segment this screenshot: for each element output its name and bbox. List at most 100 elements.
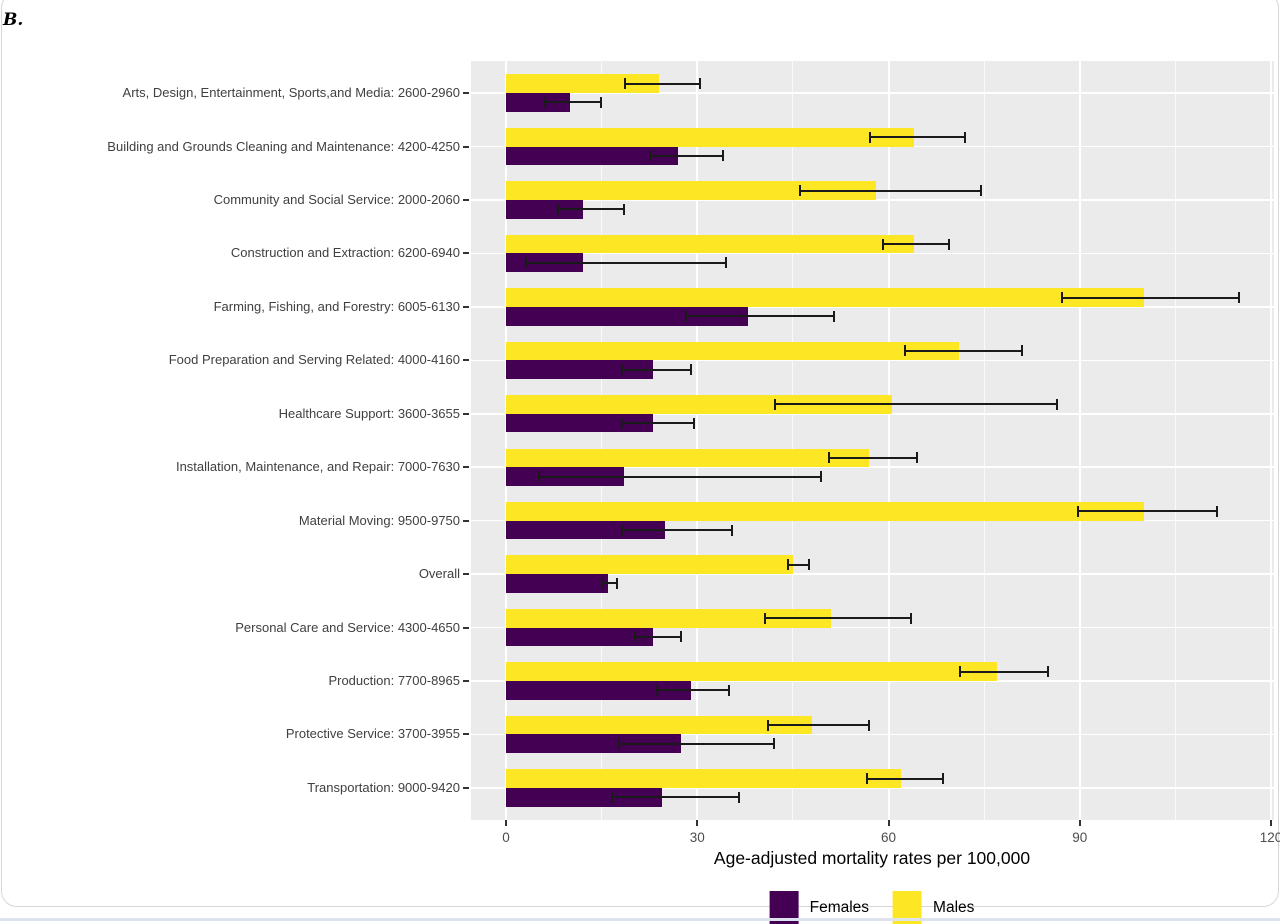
bar-males <box>506 234 914 254</box>
bar-females <box>506 627 653 647</box>
y-axis-tick <box>463 680 469 683</box>
errorbar-line-females <box>546 101 601 104</box>
errorbar-line-males <box>769 724 869 727</box>
bar-males <box>506 501 1144 521</box>
y-axis-tick <box>463 412 469 415</box>
errorbar-line-females <box>686 315 834 318</box>
bar-males <box>506 769 902 788</box>
errorbar-males <box>1060 292 1240 304</box>
errorbar-females <box>620 364 692 376</box>
gridline-horizontal <box>471 199 1274 201</box>
y-axis-tick <box>463 786 469 789</box>
x-axis-tick-label: 120 <box>1259 830 1280 845</box>
bar-females <box>506 306 749 326</box>
y-axis-tick <box>463 359 469 362</box>
y-axis-tick <box>463 198 469 201</box>
gridline-horizontal <box>471 252 1274 255</box>
bar-males <box>506 127 914 147</box>
bar-males <box>506 555 793 575</box>
errorbar-line-females <box>657 689 728 692</box>
errorbar-females <box>633 631 683 643</box>
errorbar-line-females <box>613 796 738 799</box>
gridline-minor <box>983 61 985 820</box>
y-axis-label: Community and Social Service: 2000-2060 <box>213 191 460 207</box>
gridline-major <box>1078 61 1081 820</box>
gridline-horizontal <box>471 145 1274 148</box>
errorbar-line-females <box>622 529 732 532</box>
errorbar-females <box>601 577 619 589</box>
errorbar-males <box>773 398 1059 410</box>
x-axis-tick <box>505 820 507 826</box>
bar-males <box>506 662 997 682</box>
errorbar-females <box>684 310 836 322</box>
bar-males <box>506 448 870 468</box>
y-axis-label: Protective Service: 3700-3955 <box>285 726 460 742</box>
errorbar-line-males <box>1078 510 1216 513</box>
errorbar-line-males <box>625 82 700 85</box>
errorbar-females <box>525 257 727 269</box>
bar-females <box>506 574 608 593</box>
mortality-bar-chart: Arts, Design, Entertainment, Sports,and … <box>0 8 1280 924</box>
errorbar-males <box>799 185 982 197</box>
bar-females <box>506 520 666 540</box>
errorbar-males <box>866 773 944 785</box>
gridline-horizontal <box>471 626 1274 629</box>
y-axis-label: Production: 7700-8965 <box>328 673 460 689</box>
gridline-horizontal <box>471 306 1274 308</box>
y-axis-label: Installation, Maintenance, and Repair: 7… <box>175 459 460 475</box>
y-axis-label: Arts, Design, Entertainment, Sports,and … <box>122 85 460 101</box>
x-axis-tick-label: 30 <box>689 830 705 845</box>
y-axis-label: Food Preparation and Serving Related: 40… <box>168 352 460 368</box>
errorbar-males <box>869 131 966 143</box>
bar-females <box>506 413 653 433</box>
x-axis-tick <box>1270 820 1272 826</box>
bar-females <box>506 199 583 219</box>
gridline-major <box>887 61 890 820</box>
errorbar-females <box>617 738 775 750</box>
gridline-minor <box>792 61 794 820</box>
errorbar-line-females <box>622 368 690 371</box>
gridline-horizontal <box>471 787 1274 789</box>
gridline-horizontal <box>471 573 1274 575</box>
gridline-horizontal <box>471 733 1274 736</box>
errorbar-line-males <box>775 403 1057 406</box>
gridline-horizontal <box>471 466 1274 468</box>
x-axis-tick-label: 0 <box>502 830 510 845</box>
errorbar-females <box>620 417 695 429</box>
bar-males <box>506 715 812 735</box>
bar-females <box>506 734 682 754</box>
bar-males <box>506 74 659 94</box>
gridline-major <box>696 61 699 820</box>
gridline-horizontal <box>471 92 1274 94</box>
errorbar-line-females <box>651 154 722 157</box>
errorbar-males <box>767 719 871 731</box>
y-axis-tick <box>463 626 469 629</box>
y-axis-tick <box>463 466 469 469</box>
gridline-horizontal <box>471 519 1274 522</box>
gridline-horizontal <box>471 680 1274 682</box>
gridline-major <box>505 61 507 820</box>
errorbar-males <box>882 238 950 250</box>
y-axis-tick <box>463 252 469 255</box>
y-axis-tick <box>463 519 469 522</box>
bar-females <box>506 787 663 807</box>
y-axis-tick <box>463 305 469 308</box>
gridline-horizontal <box>471 413 1274 415</box>
gridline-horizontal <box>471 359 1274 362</box>
errorbar-males <box>786 559 810 571</box>
errorbar-females <box>611 791 740 803</box>
errorbar-males <box>764 612 912 624</box>
errorbar-line-females <box>559 208 623 211</box>
y-axis-label: Material Moving: 9500-9750 <box>298 512 460 528</box>
y-axis-tick <box>463 92 469 95</box>
bar-males <box>506 395 892 414</box>
legend-label-females: Females <box>809 898 870 916</box>
bar-females <box>506 681 691 700</box>
errorbar-line-females <box>527 261 725 264</box>
gridline-major <box>1270 61 1272 820</box>
errorbar-males <box>904 345 1024 357</box>
errorbar-females <box>537 471 823 483</box>
errorbar-males <box>623 78 702 90</box>
errorbar-line-females <box>635 635 681 638</box>
gridline-minor <box>1174 61 1176 820</box>
